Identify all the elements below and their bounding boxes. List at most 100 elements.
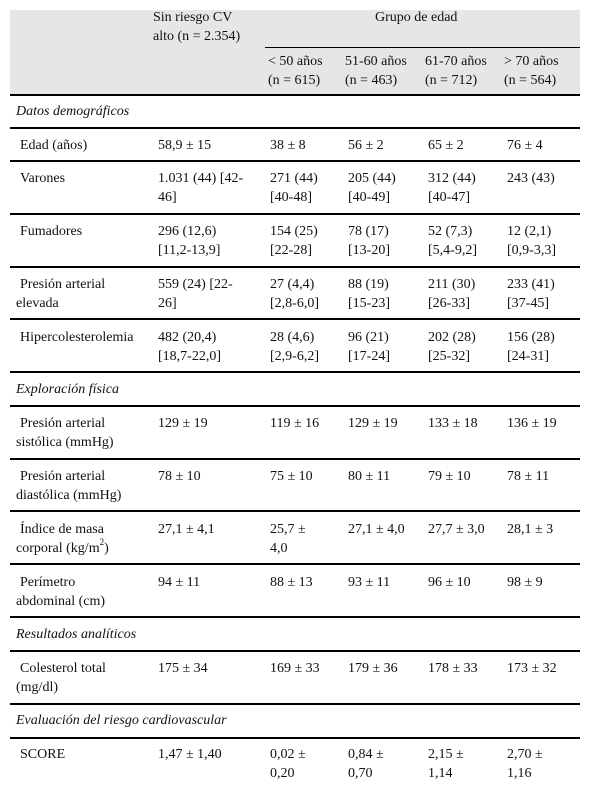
row-label: Hipercolesterolemia — [16, 328, 134, 347]
row-rule — [10, 650, 580, 652]
table-cell: 28 (4,6) [2,9-6,2] — [270, 328, 319, 366]
cell-line: [11,2-13,9] — [158, 243, 221, 258]
row-label-line: Presión arterial — [20, 277, 106, 292]
row-label-line: diastólica (mmHg) — [16, 488, 122, 503]
header-group: Grupo de edad — [375, 10, 458, 25]
row-label-line: Edad (años) — [20, 138, 88, 153]
row-label-line: SCORE — [20, 747, 66, 762]
cell-line: 25,7 ± — [270, 522, 306, 537]
header-col-2-line2: (n = 463) — [345, 73, 398, 88]
table-cell: 312 (44) [40-47] — [428, 169, 476, 207]
table-cell: 156 (28) [24-31] — [507, 328, 555, 366]
cell-line: [24-31] — [507, 349, 549, 364]
cell-line: 243 (43) — [507, 171, 555, 186]
cell-line: [2,8-6,0] — [270, 296, 319, 311]
cell-line: 271 (44) — [270, 171, 318, 186]
row-label-line: Perímetro — [20, 575, 76, 590]
row-rule — [10, 213, 580, 215]
header-col-2-line1: 51-60 años — [345, 54, 407, 69]
cell-line: [15-23] — [348, 296, 390, 311]
cell-line: 79 ± 10 — [428, 469, 471, 484]
cell-line: 1,14 — [428, 766, 453, 781]
row-label-line: sistólica (mmHg) — [16, 435, 114, 450]
header-col-1-line2: (n = 615) — [268, 73, 321, 88]
table-cell: 178 ± 33 — [428, 659, 478, 678]
label-text: corporal (kg/m — [16, 541, 100, 556]
cell-line: 93 ± 11 — [348, 575, 391, 590]
cell-line: 156 (28) — [507, 330, 555, 345]
label-text: ) — [104, 541, 109, 556]
table-cell: 129 ± 19 — [348, 414, 398, 433]
cell-line: 202 (28) — [428, 330, 476, 345]
cell-line: 173 ± 32 — [507, 661, 557, 676]
table-cell: 78 ± 11 — [507, 467, 549, 486]
cell-line: [40-47] — [428, 190, 470, 205]
cell-line: 27,1 ± 4,1 — [158, 522, 215, 537]
row-label-line: (mg/dl) — [16, 680, 58, 695]
table-cell: 233 (41) [37-45] — [507, 275, 555, 313]
cell-line: 65 ± 2 — [428, 138, 464, 153]
row-label: Índice de masa corporal (kg/m2) — [16, 520, 109, 558]
table-cell: 0,84 ± 0,70 — [348, 745, 384, 783]
cell-line: 312 (44) — [428, 171, 476, 186]
cell-line: 0,20 — [270, 766, 295, 781]
cell-line: [2,9-6,2] — [270, 349, 319, 364]
row-rule — [10, 703, 580, 705]
cell-line: [17-24] — [348, 349, 390, 364]
cell-line: 94 ± 11 — [158, 575, 201, 590]
cell-line: [22-28] — [270, 243, 312, 258]
row-label-line: Índice de masa — [20, 522, 104, 537]
row-rule — [10, 616, 580, 618]
cell-line: 133 ± 18 — [428, 416, 478, 431]
cell-line: 28 (4,6) — [270, 330, 315, 345]
table-cell: 559 (24) [22- 26] — [158, 275, 233, 313]
table-cell: 179 ± 36 — [348, 659, 398, 678]
section-physical-exam: Exploración física — [16, 382, 120, 397]
header-col-total: Sin riesgo CV alto (n = 2.354) — [153, 8, 240, 46]
table-cell: 80 ± 11 — [348, 467, 390, 486]
section-demographics: Datos demográficos — [16, 104, 130, 119]
table-cell: 205 (44) [40-49] — [348, 169, 396, 207]
table-cell: 133 ± 18 — [428, 414, 478, 433]
table-cell: 154 (25) [22-28] — [270, 222, 318, 260]
header-col-2: 51-60 años (n = 463) — [345, 52, 407, 90]
cell-line: 0,84 ± — [348, 747, 384, 762]
cell-line: 136 ± 19 — [507, 416, 557, 431]
table-cell: 119 ± 16 — [270, 414, 319, 433]
row-label-line: abdominal (cm) — [16, 594, 106, 609]
table-cell: 76 ± 4 — [507, 136, 543, 155]
row-label-line: elevada — [16, 296, 59, 311]
cell-line: 2,15 ± — [428, 747, 464, 762]
header-col-1: < 50 años (n = 615) — [268, 52, 323, 90]
table-cell: 38 ± 8 — [270, 136, 306, 155]
section-lab-results: Resultados analíticos — [16, 627, 137, 642]
table-cell: 136 ± 19 — [507, 414, 557, 433]
cell-line: 52 (7,3) — [428, 224, 473, 239]
row-rule — [10, 563, 580, 565]
table-cell: 27,1 ± 4,1 — [158, 520, 215, 539]
row-rule — [10, 510, 580, 512]
table-cell: 58,9 ± 15 — [158, 136, 211, 155]
row-label-line: Varones — [20, 171, 66, 186]
table-cell: 1.031 (44) [42- 46] — [158, 169, 243, 207]
header-col-total-line1: Sin riesgo CV — [153, 10, 233, 25]
table-cell: 27 (4,4) [2,8-6,0] — [270, 275, 319, 313]
table-cell: 52 (7,3) [5,4-9,2] — [428, 222, 477, 260]
section-cv-risk: Evaluación del riesgo cardiovascular — [16, 713, 227, 728]
table-cell: 79 ± 10 — [428, 467, 471, 486]
cell-line: 78 ± 10 — [158, 469, 201, 484]
header-bottom-rule — [10, 94, 580, 96]
cell-line: 175 ± 34 — [158, 661, 208, 676]
cell-line: [26-33] — [428, 296, 470, 311]
row-label-line: corporal (kg/m2) — [16, 538, 109, 558]
row-label-line: Hipercolesterolemia — [20, 330, 134, 345]
row-label: Perímetro abdominal (cm) — [16, 573, 105, 611]
table-cell: 93 ± 11 — [348, 573, 390, 592]
row-label-line: Presión arterial — [20, 416, 106, 431]
cell-line: 46] — [158, 190, 177, 205]
cell-line: 27,7 ± 3,0 — [428, 522, 485, 537]
table-cell: 96 ± 10 — [428, 573, 471, 592]
table-cell: 88 (19) [15-23] — [348, 275, 390, 313]
cell-line: 2,70 ± — [507, 747, 543, 762]
row-label: Presión arterial sistólica (mmHg) — [16, 414, 114, 452]
